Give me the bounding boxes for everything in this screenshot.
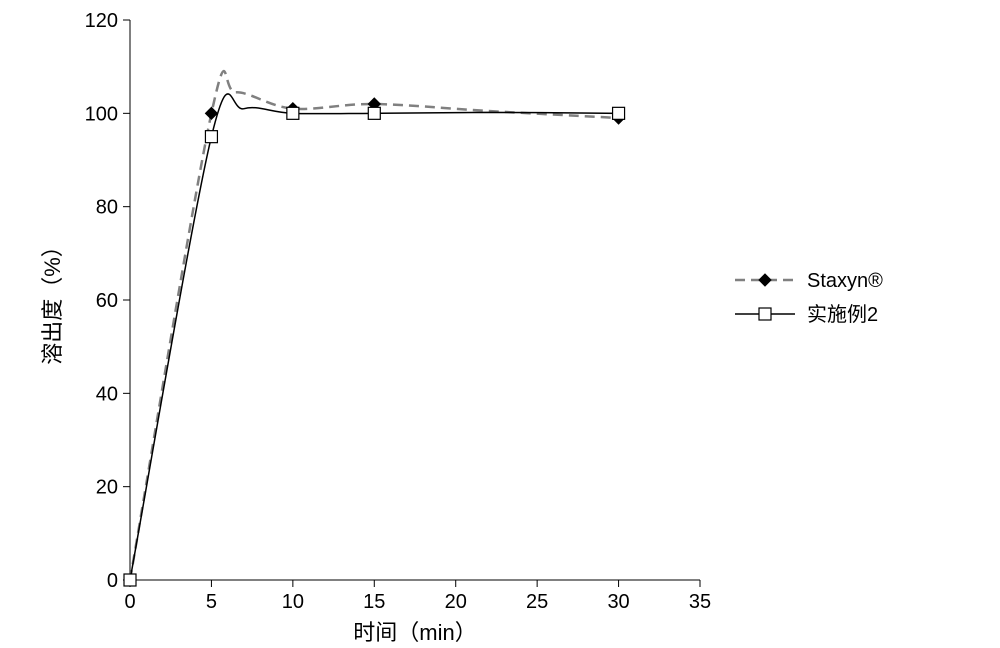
x-tick-label: 25 xyxy=(526,591,548,613)
series-staxyn-marker xyxy=(205,107,217,119)
y-axis-title: 溶出度（%） xyxy=(40,235,65,365)
x-tick-label: 20 xyxy=(445,591,467,613)
x-tick-label: 5 xyxy=(206,591,217,613)
y-tick-label: 20 xyxy=(96,477,118,499)
x-tick-label: 10 xyxy=(282,591,304,613)
x-tick-label: 30 xyxy=(607,591,629,613)
x-tick-label: 0 xyxy=(124,591,135,613)
y-tick-label: 0 xyxy=(107,570,118,592)
y-tick-label: 100 xyxy=(85,103,118,125)
series-example2-marker xyxy=(205,131,217,143)
legend-label-example2: 实施例2 xyxy=(807,303,878,326)
series-example2-marker xyxy=(124,574,136,586)
series-staxyn-line xyxy=(130,71,619,580)
y-tick-label: 80 xyxy=(96,197,118,219)
x-tick-label: 35 xyxy=(689,591,711,613)
legend-marker-staxyn xyxy=(759,274,771,286)
series-example2-marker xyxy=(368,107,380,119)
legend-label-staxyn: Staxyn® xyxy=(807,270,883,292)
y-tick-label: 60 xyxy=(96,290,118,312)
legend-marker-example2 xyxy=(759,308,771,320)
dissolution-chart: 0 20 40 60 80 100 120 0 5 10 15 20 25 30 35 时间（min） 溶出度（… xyxy=(0,0,1000,648)
x-tick-label: 15 xyxy=(363,591,385,613)
series-example2-line xyxy=(130,94,619,580)
y-tick-label: 120 xyxy=(85,10,118,32)
x-axis-title: 时间（min） xyxy=(353,620,476,645)
series-example2-marker xyxy=(287,107,299,119)
series-example2-marker xyxy=(613,107,625,119)
y-tick-label: 40 xyxy=(96,383,118,405)
